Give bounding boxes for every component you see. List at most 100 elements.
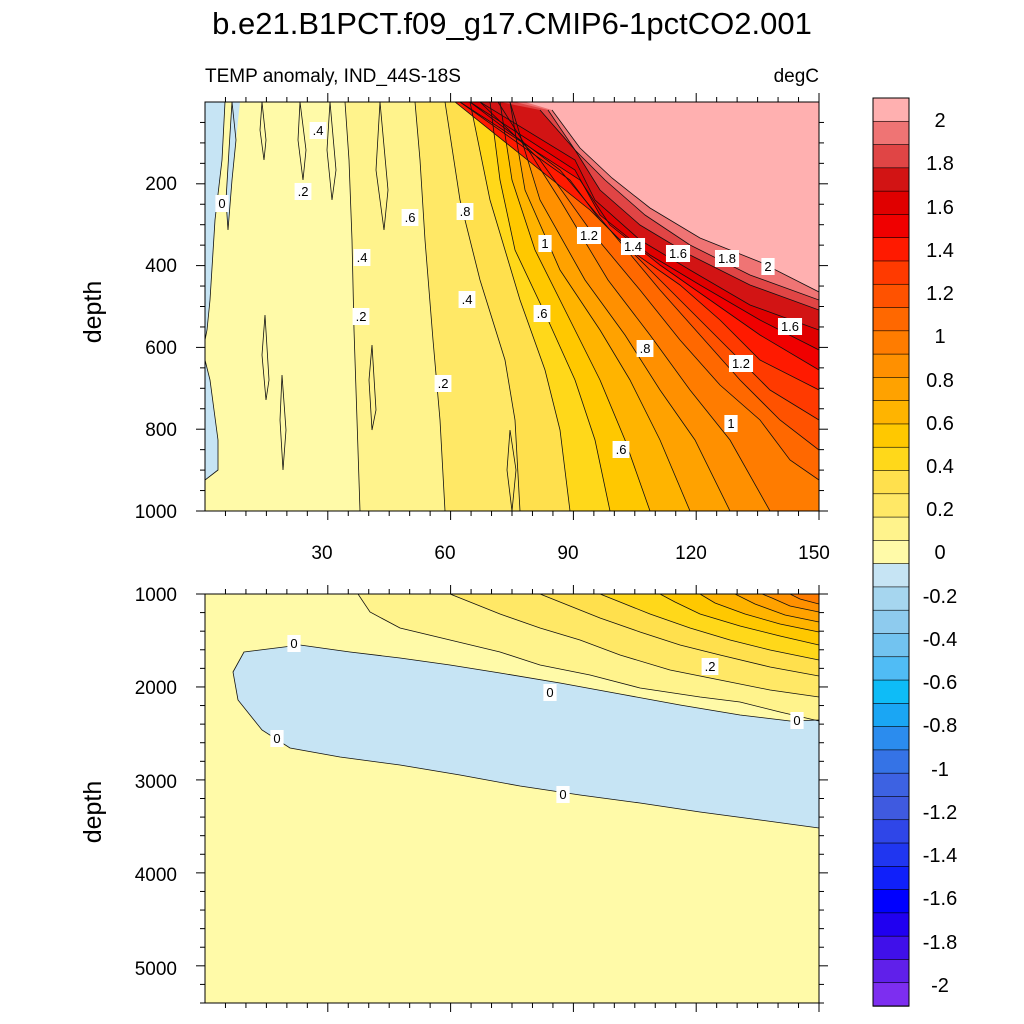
contour-label-background — [701, 658, 719, 675]
contour-label: 1 — [727, 416, 734, 431]
contour-label: 0 — [290, 636, 297, 651]
upper-y-tick-label: 800 — [145, 420, 177, 441]
contour-label: 0 — [273, 731, 280, 746]
upper-y-tick-label: 400 — [145, 256, 177, 277]
upper-y-tick-label: 600 — [145, 338, 177, 359]
colorbar-label: 1.6 — [926, 197, 954, 219]
contour-label: .6 — [405, 210, 416, 225]
contour-label: .8 — [640, 341, 651, 356]
upper-panel: TEMP anomaly, IND_44S-18S degC — [79, 66, 830, 564]
colorbar-box — [872, 190, 910, 216]
contour-label-background — [636, 340, 654, 357]
colorbar-box — [872, 493, 910, 518]
colorbar-box — [872, 237, 910, 262]
contour-label-background — [456, 203, 474, 220]
colorbar-box — [872, 330, 910, 355]
contour-label: 0 — [218, 196, 225, 211]
upper-y-tick-label: 1000 — [135, 502, 177, 523]
contour-label-background — [576, 227, 602, 244]
lower-contour-labels: 0 0 0 0 0 .2 — [270, 635, 804, 803]
colorbar-box — [872, 260, 910, 285]
contour-label-background — [294, 183, 312, 200]
upper-x-tick-label: 30 — [311, 543, 332, 564]
upper-y-axis-label: depth — [79, 281, 107, 344]
upper-contour-labels: .4 .2 0 .6 .8 .4 1 1.2 1.4 1.6 1.8 2 .4 … — [215, 122, 803, 458]
colorbar-box — [872, 377, 910, 402]
colorbar-box — [872, 586, 910, 611]
lower-y-tick-label: 3000 — [135, 772, 177, 793]
contour-label: .2 — [705, 659, 716, 674]
contour-label-background — [714, 250, 740, 267]
contour-label-background — [538, 235, 552, 252]
lower-y-tick-labels: 1000 2000 3000 4000 5000 — [135, 585, 177, 980]
colorbar-labels: 2 1.8 1.6 1.4 1.2 1 0.8 0.6 0.4 0.2 0 -0… — [923, 110, 957, 997]
colorbar-box — [872, 283, 910, 309]
colorbar-box — [872, 563, 910, 588]
contour-label-background — [556, 786, 570, 803]
contour-label-background — [533, 305, 551, 322]
colorbar-label: -0.2 — [923, 586, 957, 608]
contour-label: .4 — [357, 250, 368, 265]
colorbar-label: 0.8 — [926, 370, 954, 392]
colorbar-box — [872, 866, 910, 891]
figure-title: b.e21.B1PCT.f09_g17.CMIP6-1pctCO2.001 — [212, 6, 812, 41]
colorbar-box — [872, 633, 910, 658]
colorbar-box — [872, 214, 910, 239]
colorbar-label: 2 — [934, 110, 945, 132]
contour-label-background — [352, 308, 370, 325]
colorbar-box — [872, 446, 910, 472]
colorbar-label: 0 — [934, 542, 945, 564]
contour-label-background — [728, 355, 754, 372]
colorbar-label: 1 — [934, 326, 945, 348]
colorbar-frame — [872, 97, 910, 1007]
upper-panel-units: degC — [774, 66, 819, 87]
colorbar-label: -0.4 — [923, 629, 957, 651]
upper-x-tick-label: 150 — [798, 543, 830, 564]
contour-label: 1.8 — [718, 251, 736, 266]
contour-label: .4 — [462, 292, 473, 307]
contour-label-background — [612, 441, 630, 458]
lower-y-tick-label: 2000 — [135, 678, 177, 699]
contour-label: .8 — [460, 204, 471, 219]
contour-label: .2 — [298, 184, 309, 199]
upper-x-tick-label: 90 — [557, 543, 578, 564]
lower-y-tick-label: 5000 — [135, 959, 177, 980]
colorbar-label: -1.4 — [923, 845, 957, 867]
band-fill — [233, 645, 819, 828]
lower-panel: 0 0 0 0 0 .2 1000 2000 3000 4000 5000 de… — [79, 585, 828, 1012]
contour-label-background — [665, 245, 691, 262]
colorbar-label: -1.8 — [923, 932, 957, 954]
colorbar-box — [872, 935, 910, 961]
colorbar-box — [872, 516, 910, 542]
contour-label-background — [309, 122, 327, 139]
contour-label: 0 — [793, 713, 800, 728]
contour-label-background — [434, 375, 452, 392]
lower-y-axis-label: depth — [79, 781, 107, 844]
lower-y-tick-label: 4000 — [135, 865, 177, 886]
upper-contour-field — [205, 102, 819, 511]
lower-axis-ticks — [196, 585, 828, 1012]
contour-label-background — [287, 635, 301, 652]
band-fill — [525, 102, 819, 292]
colorbar-box — [872, 889, 910, 914]
colorbar-label: -2 — [931, 975, 949, 997]
contour-label: 1.2 — [732, 356, 750, 371]
colorbar-box — [872, 400, 910, 425]
colorbar-label: 0.4 — [926, 456, 954, 478]
colorbar-label: 1.2 — [926, 283, 954, 305]
band-fill — [790, 594, 819, 604]
colorbar-label: 1.4 — [926, 240, 954, 262]
contour-label-background — [761, 258, 775, 275]
contour-label: 1 — [541, 236, 548, 251]
contour-label-background — [353, 249, 371, 266]
contour-label: 1.4 — [624, 239, 642, 254]
contour-label: .6 — [616, 442, 627, 457]
lower-contour-lines — [232, 594, 819, 829]
colorbar-box — [872, 609, 910, 635]
contour-label: .2 — [438, 376, 449, 391]
contour-label: 1.6 — [781, 319, 799, 334]
colorbar-box — [872, 703, 910, 728]
colorbar-box — [872, 144, 910, 169]
colorbar-label: -0.8 — [923, 715, 957, 737]
